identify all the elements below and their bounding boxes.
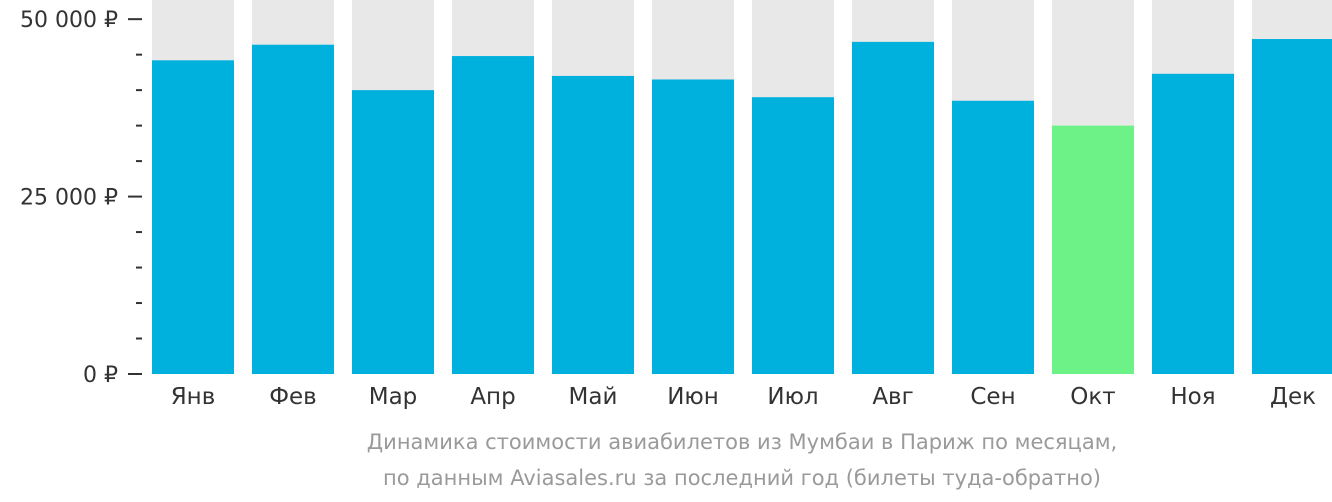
x-tick-label: Сен [970, 384, 1015, 410]
chart-caption-line-1: Динамика стоимости авиабилетов из Мумбаи… [366, 430, 1118, 454]
bar-11 [1152, 73, 1234, 374]
x-tick-label: Июн [667, 384, 719, 410]
chart-caption-line-2: по данным Aviasales.ru за последний год … [383, 466, 1101, 490]
bar-1 [152, 60, 234, 375]
bar-2 [252, 44, 334, 374]
bar-10 [1052, 125, 1134, 374]
bar-12 [1252, 39, 1332, 374]
bar-5 [552, 75, 634, 374]
bar-8 [852, 41, 934, 374]
bar-chart-svg: 0 ₽ 25 000 ₽ 50 000 ₽ Янв Фев Мар Апр Май Июн Июл… [20, 0, 1332, 410]
x-tick-label: Окт [1070, 384, 1115, 410]
bar-4 [452, 56, 534, 375]
x-tick-label: Июл [767, 384, 818, 410]
x-tick-label: Мар [369, 384, 418, 410]
y-tick-label: 50 000 ₽ [20, 8, 118, 33]
x-tick-label: Фев [269, 384, 317, 410]
x-tick-label: Янв [171, 384, 216, 410]
bar-3 [352, 90, 434, 375]
x-tick-label: Авг [872, 384, 913, 410]
y-tick-label: 0 ₽ [83, 363, 118, 388]
bar-6 [652, 79, 734, 374]
x-tick-label: Апр [470, 384, 515, 410]
y-tick-label: 25 000 ₽ [20, 186, 118, 211]
x-tick-label: Дек [1270, 384, 1316, 410]
bar-9 [952, 100, 1034, 374]
x-tick-label: Май [569, 384, 618, 410]
x-tick-label: Ноя [1170, 384, 1215, 410]
bar-7 [752, 97, 834, 375]
